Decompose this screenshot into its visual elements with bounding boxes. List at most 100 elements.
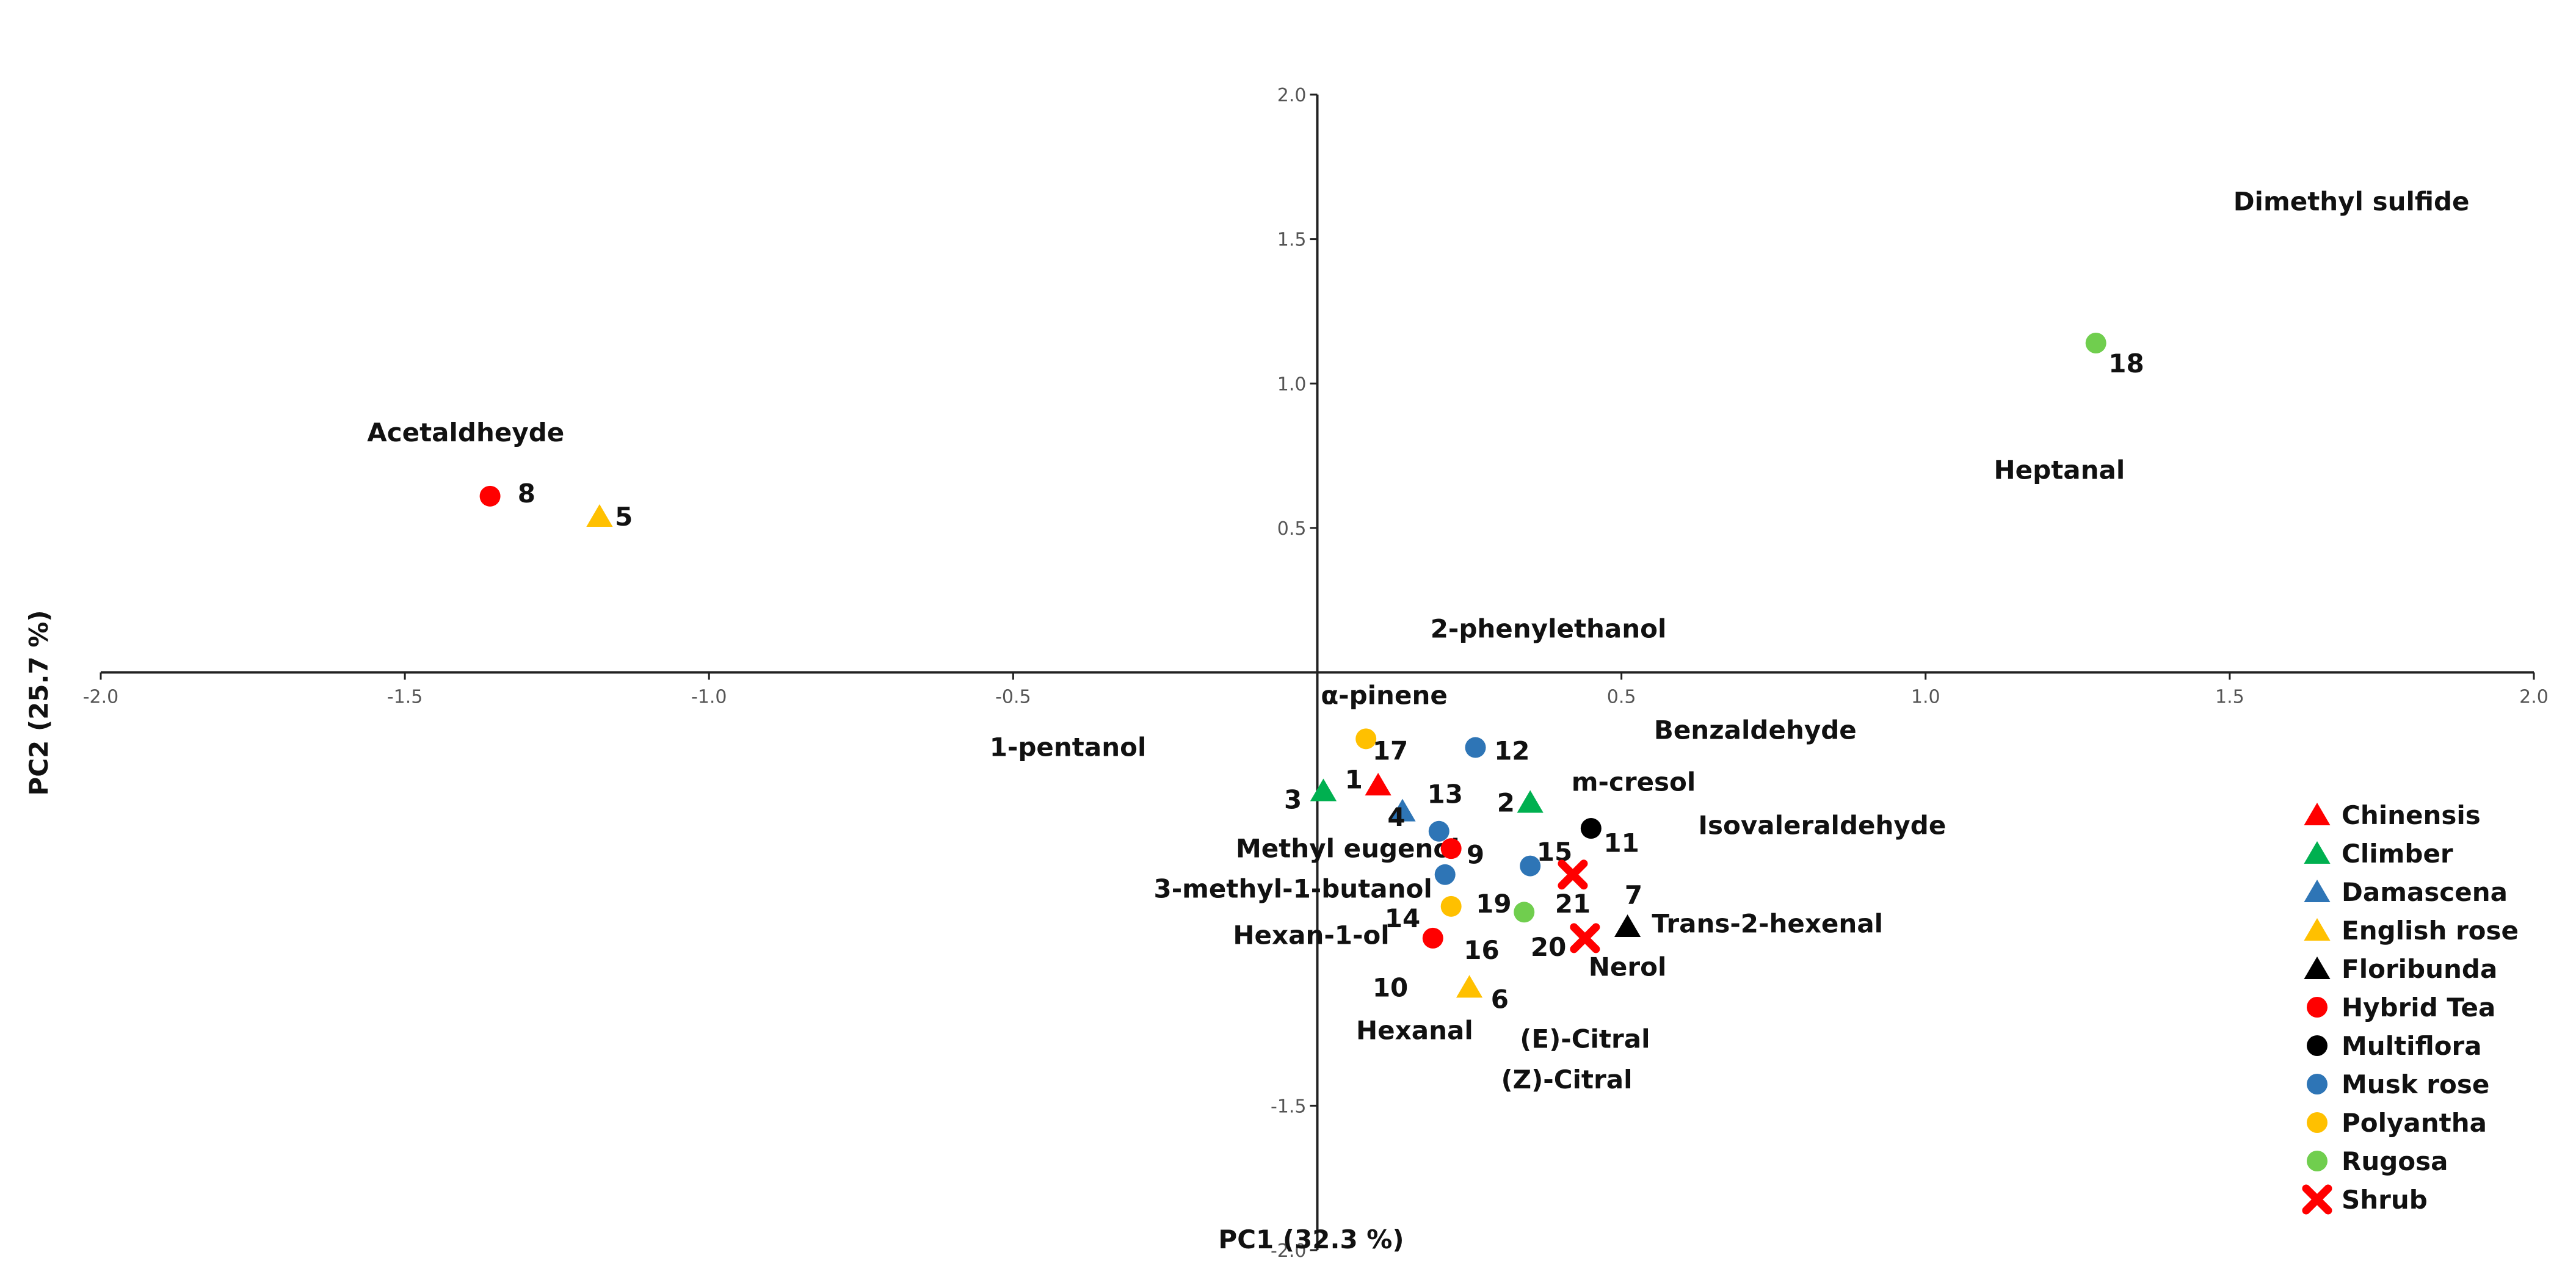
y-tick-label: 0.5 (1277, 518, 1307, 540)
variable-label: Dimethyl sulfide (2233, 186, 2470, 216)
legend-marker (2307, 997, 2327, 1018)
legend-label: Floribunda (2342, 954, 2497, 984)
legend-marker (2304, 803, 2331, 825)
y-tick-label: -2.0 (1271, 1240, 1307, 1262)
data-point-19 (1514, 902, 1535, 923)
legend-item: Rugosa (2307, 1146, 2448, 1176)
point-label: 20 (1531, 932, 1566, 962)
variable-label: Methyl eugenol (1236, 833, 1460, 863)
y-tick-label: -1.5 (1271, 1096, 1307, 1117)
variable-label: α-pinene (1321, 681, 1448, 711)
x-tick-label: 1.0 (1911, 687, 1940, 708)
data-point-7 (1614, 914, 1641, 937)
data-point-11 (1580, 818, 1602, 839)
legend-marker (2307, 1151, 2327, 1171)
data-point-13 (1428, 820, 1449, 842)
point-label: 6 (1491, 984, 1509, 1014)
point-label: 16 (1464, 935, 1499, 965)
variable-label: m-cresol (1572, 767, 1696, 797)
variable-label: 3-methyl-1-butanol (1154, 874, 1432, 904)
data-point-10 (1422, 927, 1443, 949)
legend-item: Musk rose (2307, 1069, 2489, 1099)
point-label: 14 (1385, 903, 1420, 933)
data-point-21 (1558, 859, 1588, 890)
data-point-5 (586, 504, 613, 527)
variable-label: Acetaldheyde (367, 418, 564, 447)
point-label: 13 (1427, 779, 1462, 809)
legend-item: Chinensis (2304, 800, 2481, 830)
legend-item: Climber (2304, 839, 2453, 869)
legend-item: Polyantha (2307, 1108, 2487, 1138)
x-tick-label: -1.0 (691, 687, 727, 708)
legend-item: Multiflora (2307, 1031, 2482, 1061)
y-tick-label: 1.5 (1277, 230, 1307, 251)
point-label: 17 (1373, 736, 1408, 765)
data-point-18 (2085, 332, 2106, 353)
data-point-12 (1465, 737, 1486, 758)
x-axis-title: PC1 (32.3 %) (1218, 1225, 1404, 1254)
point-label: 4 (1387, 802, 1405, 832)
point-label: 9 (1467, 840, 1484, 870)
legend-label: Hybrid Tea (2342, 993, 2495, 1022)
point-label: 15 (1537, 837, 1572, 867)
variable-label: Benzaldehyde (1654, 715, 1857, 745)
legend-label: Chinensis (2342, 800, 2481, 830)
point-label: 18 (2108, 349, 2144, 378)
point-label: 21 (1555, 889, 1591, 919)
variable-label: Hexanal (1356, 1016, 1473, 1046)
data-point-20 (1570, 923, 1600, 953)
data-point-17 (1355, 728, 1377, 750)
legend-label: Shrub (2342, 1185, 2428, 1215)
legend-marker (2304, 918, 2331, 941)
data-point-2 (1517, 790, 1544, 813)
data-point-4 (1389, 798, 1416, 822)
legend-item: English rose (2304, 916, 2519, 946)
data-point-9 (1440, 838, 1462, 859)
legend-marker (2307, 1035, 2327, 1056)
y-tick-label: 1.0 (1277, 374, 1307, 395)
legend-item: Shrub (2302, 1184, 2428, 1215)
point-label: 10 (1373, 972, 1408, 1002)
legend-marker (2302, 1184, 2332, 1215)
point-label: 11 (1603, 828, 1639, 858)
y-tick-label: 2.0 (1277, 85, 1307, 106)
data-point-1 (1365, 773, 1391, 796)
axes (101, 95, 2534, 1250)
point-label: 1 (1345, 765, 1363, 795)
point-label: 3 (1284, 785, 1302, 815)
point-label: 7 (1625, 880, 1642, 910)
legend-item: Hybrid Tea (2307, 993, 2495, 1022)
data-point-8 (479, 485, 501, 507)
data-point-6 (1456, 975, 1483, 998)
legend-label: Climber (2342, 839, 2453, 869)
x-tick-label: -0.5 (995, 687, 1031, 708)
data-point-16 (1440, 895, 1462, 917)
point-label: 5 (615, 502, 633, 532)
legend-label: Rugosa (2342, 1146, 2448, 1176)
x-tick-label: -2.0 (83, 687, 119, 708)
legend-marker (2307, 1112, 2327, 1133)
legend-label: Damascena (2342, 877, 2508, 907)
variable-label: Nerol (1589, 952, 1667, 982)
legend-item: Damascena (2304, 877, 2508, 907)
y-axis-title: PC2 (25.7 %) (24, 610, 54, 795)
variable-label: (Z)-Citral (1501, 1065, 1632, 1094)
x-tick-label: 2.0 (2519, 687, 2549, 708)
x-tick-label: 0.5 (1607, 687, 1636, 708)
legend-label: Multiflora (2342, 1031, 2482, 1061)
data-point-3 (1310, 778, 1337, 801)
variable-labels: Acetaldheyde Dimethyl sulfide Heptanal 2-ph… (367, 186, 2469, 1094)
point-label: 2 (1497, 787, 1515, 817)
legend-marker (2304, 880, 2331, 902)
legend-marker (2307, 1074, 2327, 1094)
ticks: -2.0 -1.5 -1.0 -0.5 0.5 1.0 1.5 2.0 2.0 1.5 1.0 0.5… (83, 85, 2549, 1262)
point-label: 8 (518, 479, 535, 508)
variable-label: 1-pentanol (990, 733, 1147, 762)
x-tick-label: 1.5 (2215, 687, 2244, 708)
data-point-14 (1434, 864, 1456, 885)
legend-item: Floribunda (2304, 954, 2497, 984)
variable-label: (E)-Citral (1520, 1024, 1650, 1054)
legend-label: English rose (2342, 916, 2519, 946)
